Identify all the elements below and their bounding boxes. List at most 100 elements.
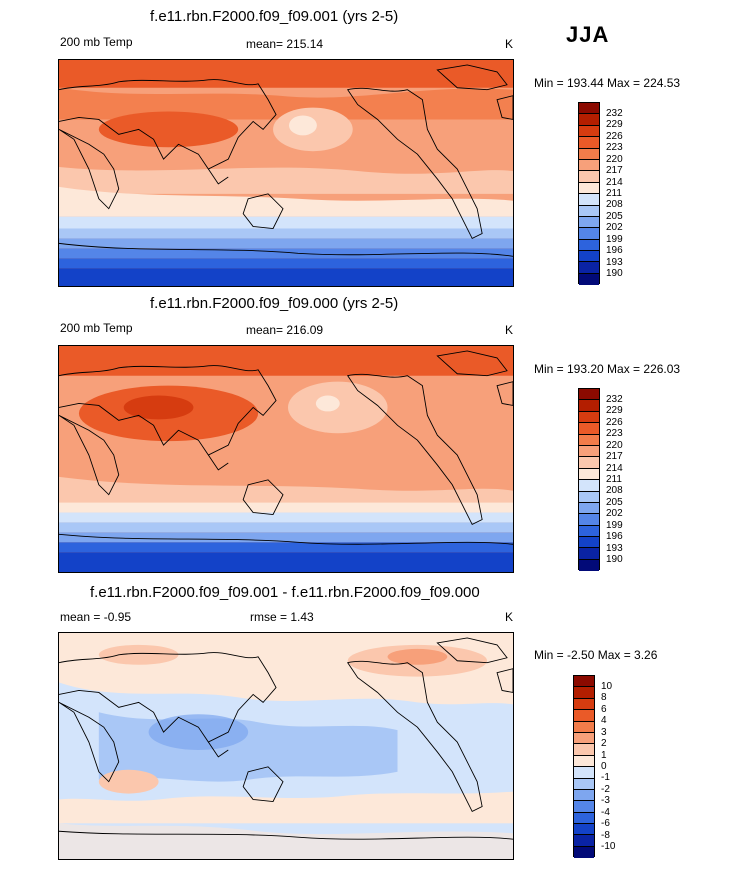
- colorbar-tick-label: 199: [606, 234, 623, 245]
- colorbar-swatch: [574, 698, 594, 711]
- colorbar-swatch: [579, 194, 599, 206]
- panel-3-units-label: K: [505, 610, 514, 624]
- panel-2-minmax-label: Min = 193.20 Max = 226.03: [534, 362, 681, 376]
- colorbar-tick-label: 10: [601, 681, 613, 692]
- panel-1-variable-label: 200 mb Temp: [60, 35, 133, 49]
- colorbar-swatch: [574, 812, 594, 825]
- colorbar-tick-label: 208: [606, 485, 623, 496]
- panel-1-title: f.e11.rbn.F2000.f09_f09.001 (yrs 2-5): [150, 8, 399, 25]
- panel-1-colorbar: [578, 102, 600, 286]
- colorbar-swatch: [579, 537, 599, 549]
- colorbar-swatch: [579, 457, 599, 469]
- colorbar-swatch: [579, 389, 599, 401]
- season-label: JJA: [566, 22, 610, 47]
- colorbar-tick-label: 4: [601, 715, 607, 726]
- colorbar-swatch: [579, 251, 599, 263]
- panel-3-title: f.e11.rbn.F2000.f09_f09.001 - f.e11.rbn.…: [90, 584, 480, 601]
- colorbar-tick-label: 190: [606, 554, 623, 565]
- colorbar-tick-label: -3: [601, 795, 610, 806]
- colorbar-tick-label: 208: [606, 199, 623, 210]
- colorbar-swatch: [579, 228, 599, 240]
- colorbar-tick-label: 190: [606, 268, 623, 279]
- panel-3-minmax-label: Min = -2.50 Max = 3.26: [534, 648, 658, 662]
- colorbar-swatch: [579, 423, 599, 435]
- panel-2-colorbar: [578, 388, 600, 572]
- colorbar-swatch: [579, 445, 599, 458]
- colorbar-tick-label: 217: [606, 165, 623, 176]
- colorbar-swatch: [574, 710, 594, 722]
- colorbar-swatch: [579, 216, 599, 229]
- panel-1-units-label: K: [505, 37, 514, 51]
- colorbar-swatch: [579, 262, 599, 274]
- colorbar-swatch: [574, 767, 594, 779]
- colorbar-tick-label: 211: [606, 474, 622, 485]
- panel-1-map: [58, 59, 514, 287]
- panel-3-map: [58, 632, 514, 860]
- colorbar-tick-label: 214: [606, 463, 623, 474]
- colorbar-tick-label: 205: [606, 211, 623, 222]
- colorbar-tick-label: 205: [606, 497, 623, 508]
- colorbar-swatch: [574, 755, 594, 768]
- colorbar-swatch: [574, 789, 594, 802]
- panel-2-variable-label: 200 mb Temp: [60, 321, 133, 335]
- colorbar-swatch: [579, 171, 599, 183]
- colorbar-swatch: [579, 434, 599, 446]
- colorbar-swatch: [579, 559, 599, 572]
- colorbar-tick-label: 193: [606, 543, 623, 554]
- colorbar-swatch: [574, 835, 594, 847]
- colorbar-tick-label: 3: [601, 727, 607, 738]
- panel-2-title: f.e11.rbn.F2000.f09_f09.000 (yrs 2-5): [150, 295, 399, 312]
- colorbar-swatch: [579, 468, 599, 481]
- colorbar-tick-label: 232: [606, 394, 623, 405]
- colorbar-tick-label: -4: [601, 807, 610, 818]
- colorbar-tick-label: 196: [606, 531, 623, 542]
- panel-3-colorbar: [573, 675, 595, 859]
- colorbar-swatch: [574, 676, 594, 688]
- colorbar-tick-label: 8: [601, 692, 607, 703]
- colorbar-tick-label: 1: [601, 750, 607, 761]
- colorbar-swatch: [574, 744, 594, 756]
- panel-2-map: [58, 345, 514, 573]
- colorbar-tick-label: -10: [601, 841, 616, 852]
- colorbar-swatch: [574, 687, 594, 699]
- colorbar-tick-label: -2: [601, 784, 610, 795]
- panel-1-minmax-label: Min = 193.44 Max = 224.53: [534, 76, 681, 90]
- panel-1-mean-label: mean= 215.14: [246, 37, 324, 51]
- colorbar-tick-label: 211: [606, 188, 622, 199]
- colorbar-swatch: [579, 103, 599, 115]
- colorbar-tick-label: 202: [606, 222, 623, 233]
- panel-3-mean-label: mean = -0.95: [60, 610, 132, 624]
- colorbar-swatch: [574, 824, 594, 836]
- colorbar-tick-label: 229: [606, 405, 623, 416]
- colorbar-swatch: [579, 514, 599, 526]
- colorbar-swatch: [579, 125, 599, 138]
- colorbar-tick-label: 214: [606, 177, 623, 188]
- colorbar-swatch: [579, 182, 599, 195]
- colorbar-tick-label: 223: [606, 142, 623, 153]
- colorbar-swatch: [574, 778, 594, 790]
- colorbar-tick-label: 220: [606, 154, 623, 165]
- colorbar-tick-label: 0: [601, 761, 607, 772]
- colorbar-tick-label: 226: [606, 131, 623, 142]
- colorbar-swatch: [579, 114, 599, 126]
- colorbar-swatch: [579, 502, 599, 515]
- colorbar-swatch: [579, 159, 599, 172]
- colorbar-swatch: [574, 732, 594, 745]
- colorbar-tick-label: 6: [601, 704, 607, 715]
- colorbar-tick-label: 193: [606, 257, 623, 268]
- colorbar-swatch: [579, 480, 599, 492]
- colorbar-tick-label: 229: [606, 119, 623, 130]
- colorbar-swatch: [574, 801, 594, 813]
- colorbar-swatch: [574, 846, 594, 859]
- colorbar-tick-label: 232: [606, 108, 623, 119]
- panel-3-rmse-label: rmse = 1.43: [250, 610, 314, 624]
- colorbar-tick-label: 217: [606, 451, 623, 462]
- colorbar-swatch: [579, 411, 599, 424]
- colorbar-tick-label: -1: [601, 772, 610, 783]
- colorbar-swatch: [579, 137, 599, 149]
- colorbar-swatch: [579, 548, 599, 560]
- colorbar-tick-label: -8: [601, 830, 610, 841]
- colorbar-swatch: [574, 721, 594, 733]
- colorbar-swatch: [579, 491, 599, 503]
- colorbar-swatch: [579, 239, 599, 252]
